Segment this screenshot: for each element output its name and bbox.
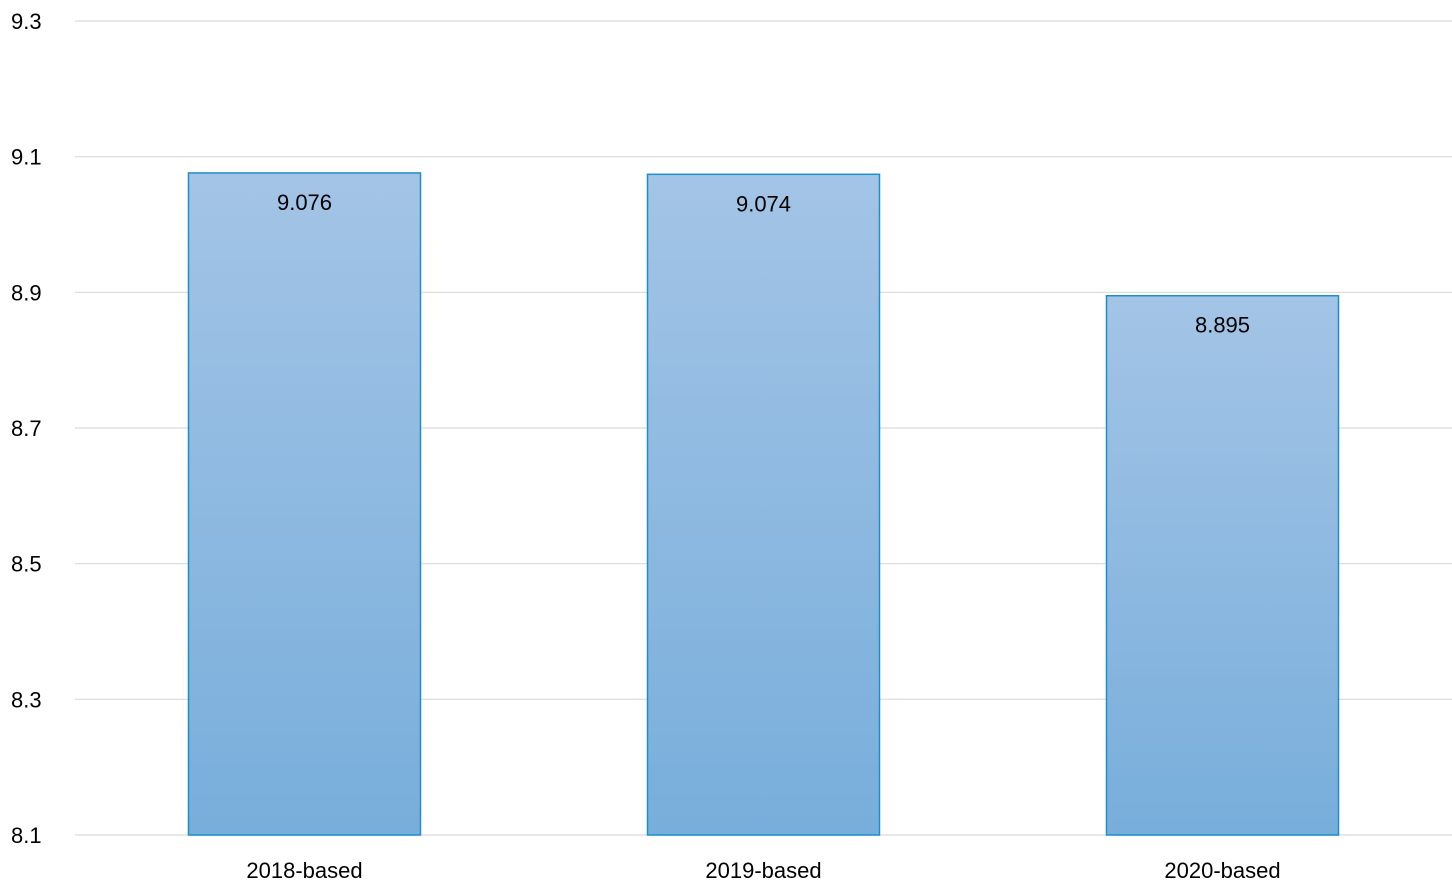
y-tick-label: 9.3	[11, 9, 42, 34]
data-label: 9.076	[277, 190, 332, 215]
y-tick-label: 9.1	[11, 145, 42, 170]
data-label: 9.074	[736, 191, 791, 216]
y-tick-label: 8.9	[11, 280, 42, 305]
bars	[187, 172, 1340, 836]
bar-2020-based	[1105, 294, 1340, 836]
x-tick-label: 2020-based	[1164, 858, 1280, 883]
y-tick-label: 8.1	[11, 823, 42, 848]
bar-2019-based	[646, 173, 881, 836]
y-axis-tick-labels: 8.1 8.3 8.5 8.7 8.9 9.1 9.3	[11, 9, 42, 848]
y-tick-label: 8.7	[11, 416, 42, 441]
y-tick-label: 8.5	[11, 552, 42, 577]
y-tick-label: 8.3	[11, 687, 42, 712]
x-axis-tick-labels: 2018-based 2019-based 2020-based	[246, 858, 1280, 883]
x-tick-label: 2018-based	[246, 858, 362, 883]
data-labels: 9.076 9.074 8.895	[277, 190, 1250, 338]
data-label: 8.895	[1195, 313, 1250, 338]
x-tick-label: 2019-based	[705, 858, 821, 883]
bar-2018-based	[187, 172, 422, 836]
